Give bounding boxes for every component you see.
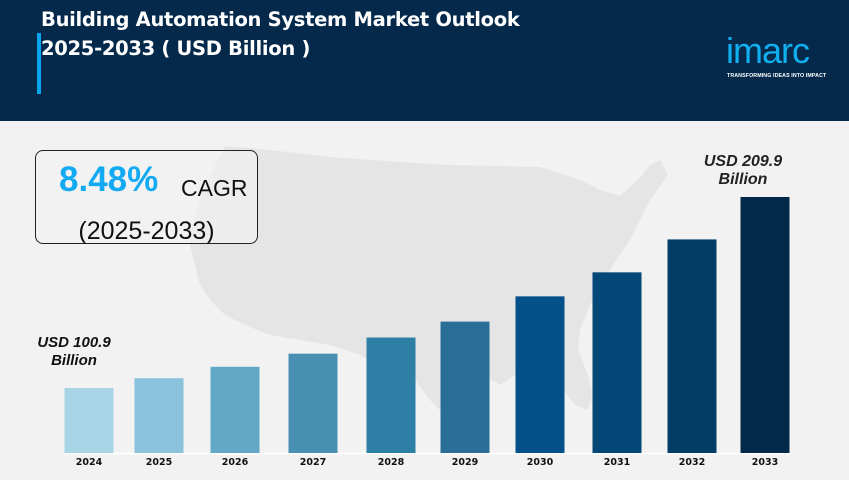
bar-2024 (64, 388, 114, 453)
accent-bar (37, 33, 41, 94)
bar-2031 (592, 272, 642, 453)
x-tick-label: 2030 (527, 457, 554, 468)
title-line-2: 2025-2033 ( USD Billion ) (41, 37, 311, 60)
x-tick-label: 2025 (146, 457, 172, 468)
start-value-annotation: USD 100.9 Billion (36, 334, 112, 370)
bar-2028 (366, 337, 416, 453)
logo-wordmark: imarc (726, 30, 810, 71)
x-tick-label: 2026 (222, 457, 249, 468)
title-line-1: Building Automation System Market Outloo… (41, 8, 520, 31)
bar-2025 (134, 378, 184, 453)
bar-2027 (288, 353, 338, 453)
bar-2030 (515, 296, 565, 453)
end-annotation-line-2: Billion (718, 171, 768, 188)
start-annotation-line-1: USD 100.9 (37, 334, 111, 351)
imarc-logo: imarc TRANSFORMING IDEAS INTO IMPACT (724, 33, 844, 83)
bar-2032 (667, 239, 717, 453)
cagr-callout: 8.48% CAGR (2025-2033) (35, 150, 258, 245)
x-tick-label: 2033 (752, 457, 778, 468)
x-tick-label: 2028 (378, 457, 405, 468)
logo-tagline: TRANSFORMING IDEAS INTO IMPACT (727, 73, 827, 79)
bar-2029 (440, 321, 490, 453)
x-tick-label: 2027 (300, 457, 326, 468)
x-tick-label: 2031 (604, 457, 630, 468)
cagr-value: 8.48% (59, 160, 159, 199)
x-tick-label: 2032 (679, 457, 705, 468)
end-annotation-line-1: USD 209.9 (703, 153, 783, 170)
page-title: Building Automation System Market Outloo… (41, 5, 520, 63)
start-annotation-line-2: Billion (51, 352, 97, 369)
header-banner: Building Automation System Market Outloo… (0, 0, 849, 121)
x-tick-label: 2024 (76, 457, 103, 468)
x-tick-label: 2029 (452, 457, 478, 468)
bar-2026 (210, 366, 260, 453)
cagr-period: (2025-2033) (78, 217, 215, 245)
end-value-annotation: USD 209.9 Billion (700, 153, 786, 189)
cagr-label: CAGR (181, 175, 248, 201)
bar-2033 (740, 197, 790, 453)
